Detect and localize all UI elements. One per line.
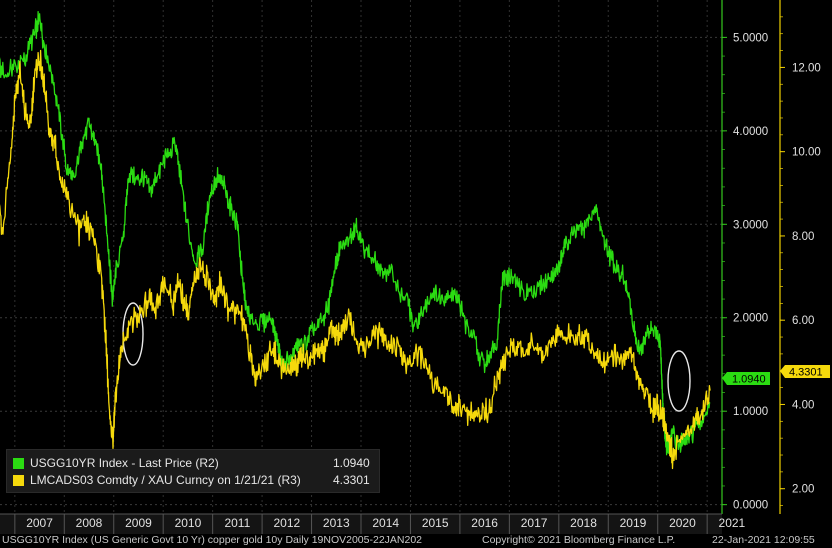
r3-tick-label: 6.00 [792,315,814,327]
r3-tick-label: 10.00 [792,147,821,159]
legend-value: 1.0940 [333,456,370,470]
r2-tick-label: 1.0000 [733,406,768,418]
x-tick-label: 2016 [471,516,498,530]
footer-timestamp: 22-Jan-2021 12:09:55 [712,534,815,546]
x-tick-label: 2019 [620,516,647,530]
r2-last-value-tag [722,372,770,385]
x-tick-label: 2015 [422,516,449,530]
x-tick-label: 2007 [26,516,53,530]
r3-tick-label: 4.00 [792,399,814,411]
tick-labels: 2007 2008 2009 2010 2011 2012 2013 2014 2015 2016… [14,16,821,534]
legend-item-yield: USGG10YR Index - Last Price (R2) 1.0940 [13,455,370,471]
r2-last-value-text: 1.0940 [732,374,766,386]
r3-tick-label: 12.00 [792,62,821,74]
r3-tick-label: 8.00 [792,231,814,243]
x-tick-label: 2020 [669,516,696,530]
x-tick-label: 2013 [323,516,350,530]
footer-description: USGG10YR Index (US Generic Govt 10 Yr) c… [2,534,423,546]
r2-tick-label: 4.0000 [733,126,768,138]
legend: USGG10YR Index - Last Price (R2) 1.0940 … [6,449,380,493]
last-value-tags: 1.0940 4.3301 [722,365,830,386]
r3-tick-label: 2.00 [792,484,814,496]
series-lines [0,11,711,470]
footer-copyright: Copyright© 2021 Bloomberg Finance L.P. [482,534,676,546]
footer-bar: USGG10YR Index (US Generic Govt 10 Yr) c… [0,533,832,548]
x-tick-label: 2012 [273,516,300,530]
x-tick-label: 2010 [175,516,202,530]
r3-last-value-text: 4.3301 [789,367,823,379]
series-line-copper-gold [0,49,711,470]
legend-label: USGG10YR Index - Last Price (R2) [30,456,219,470]
series-line-us10y [0,11,711,456]
legend-swatch-green [13,457,24,469]
r2-tick-label: 5.0000 [733,32,768,44]
x-tick-label: 2021 [719,516,746,530]
x-tick-label: 2008 [76,516,103,530]
r2-tick-label: 0.0000 [733,500,768,512]
x-tick-label: 2018 [570,516,597,530]
r2-tick-label: 2.0000 [733,313,768,325]
r3-last-value-tag [780,365,830,378]
legend-item-copper-gold: LMCADS03 Comdty / XAU Curncy on 1/21/21 … [13,472,370,488]
legend-value: 4.3301 [333,473,370,487]
legend-swatch-yellow [13,474,24,486]
legend-label: LMCADS03 Comdty / XAU Curncy on 1/21/21 … [30,473,301,487]
r2-tick-label: 3.0000 [733,219,768,231]
x-tick-label: 2014 [372,516,399,530]
x-tick-label: 2011 [224,516,250,530]
x-tick-label: 2009 [125,516,152,530]
x-tick-label: 2017 [521,516,548,530]
annotation-ellipse-2020 [667,350,691,412]
